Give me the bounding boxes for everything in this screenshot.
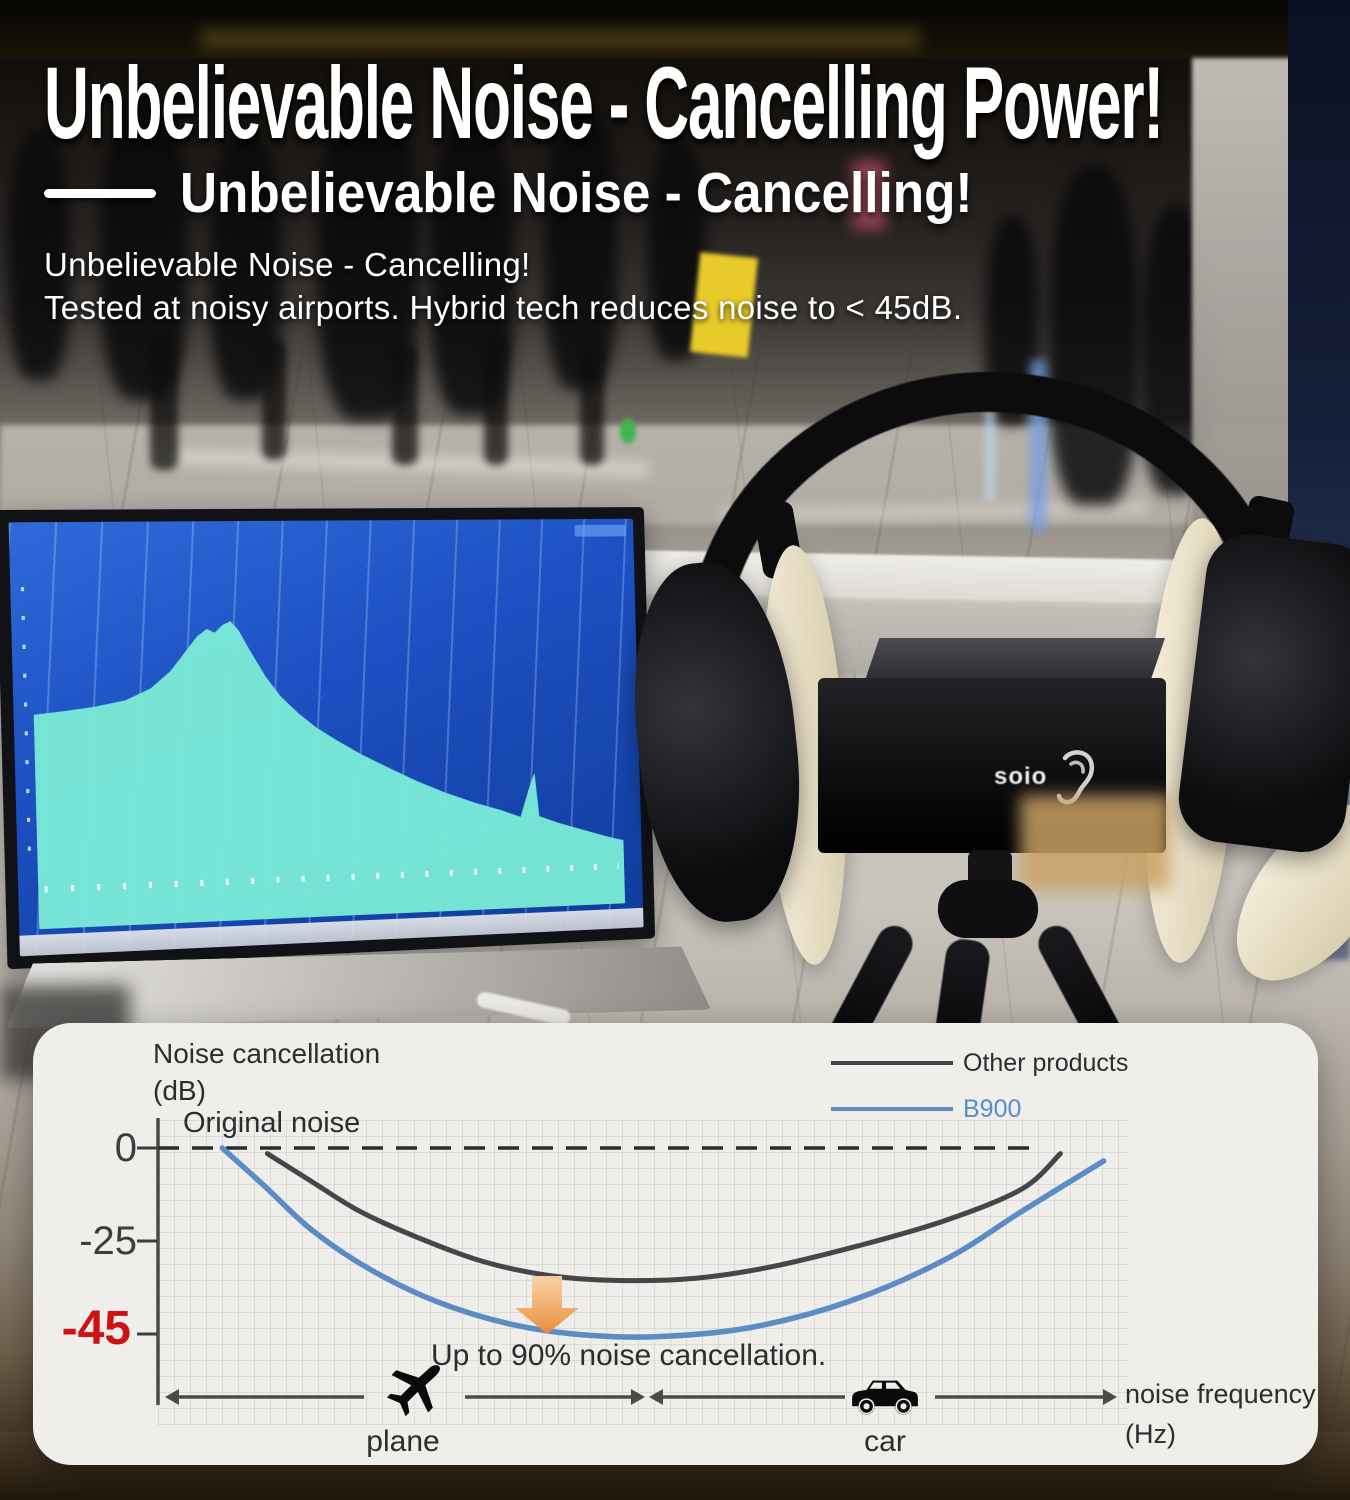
chart-svg (137, 1061, 1117, 1405)
light-glint (985, 380, 995, 500)
person-legs (150, 335, 178, 470)
body-line: Tested at noisy airports. Hybrid tech re… (44, 289, 963, 326)
annotation-text: Up to 90% noise cancellation. (431, 1339, 827, 1372)
arrowhead-left (649, 1389, 663, 1405)
legend-label-other-products: Other products (963, 1049, 1129, 1077)
laptop (0, 491, 712, 1069)
pink-light-blur (852, 160, 886, 230)
arrowhead-right (1103, 1389, 1117, 1405)
person-legs (262, 340, 286, 460)
y-axis-title-line1: Noise cancellation (153, 1038, 381, 1069)
ceiling-glow (200, 28, 920, 50)
arrowhead-left (165, 1389, 179, 1405)
spectrum-area-chart (31, 615, 626, 930)
headline: Unbelievable Noise - Cancelling Power! (44, 46, 1164, 160)
x-axis-title-line2: (Hz) (1125, 1419, 1176, 1449)
legend-label-b900: B900 (963, 1095, 1022, 1123)
subtitle-row: Unbelievable Noise - Cancelling! (44, 165, 1061, 222)
person-legs (484, 335, 508, 465)
y-axis-title-line2: (dB) (153, 1075, 206, 1106)
y-axis-title: Noise cancellation (dB) (153, 1035, 380, 1109)
y-tick-label-25: -25 (79, 1219, 137, 1263)
baseline-label: Original noise (183, 1107, 361, 1139)
body-line: Unbelievable Noise - Cancelling! (44, 246, 531, 283)
tripod-ball-head (938, 880, 1038, 938)
floor-warm-patch (1020, 795, 1170, 890)
person-legs (580, 350, 604, 465)
laptop-screen (0, 507, 656, 970)
brand-logo: soio (994, 736, 1124, 818)
body-text: Unbelievable Noise - Cancelling! Tested … (44, 243, 962, 329)
brand-logo-text: soio (994, 763, 1048, 790)
person-silhouette (8, 130, 70, 380)
noise-cancellation-chart: Noise cancellation (dB) Original noise 0… (33, 1023, 1318, 1465)
car-icon (852, 1380, 918, 1415)
person-silhouette (1048, 165, 1140, 505)
window-controls (574, 524, 626, 537)
y-tick-label-0: 0 (114, 1126, 137, 1170)
zone-label-car: car (864, 1425, 906, 1458)
subtitle: Unbelievable Noise - Cancelling! (180, 161, 973, 225)
chart-grid (158, 1120, 1128, 1425)
person-silhouette (545, 100, 617, 390)
dash-decoration (44, 189, 156, 198)
curve-other-products (264, 1151, 1063, 1284)
pillar (1192, 58, 1292, 563)
plane-icon (386, 1365, 440, 1417)
x-axis-title-line1: noise frequency (1125, 1379, 1316, 1409)
arrowhead-right (631, 1389, 645, 1405)
y-tick-label-45: -45 (61, 1302, 131, 1355)
curve-b900 (219, 1145, 1107, 1340)
blue-light-reflection (1030, 360, 1046, 530)
person-legs (392, 345, 418, 465)
zone-label-plane: plane (366, 1425, 440, 1458)
down-arrow-icon (515, 1276, 579, 1334)
laptop-display (8, 518, 644, 957)
green-exit-light (620, 418, 636, 444)
